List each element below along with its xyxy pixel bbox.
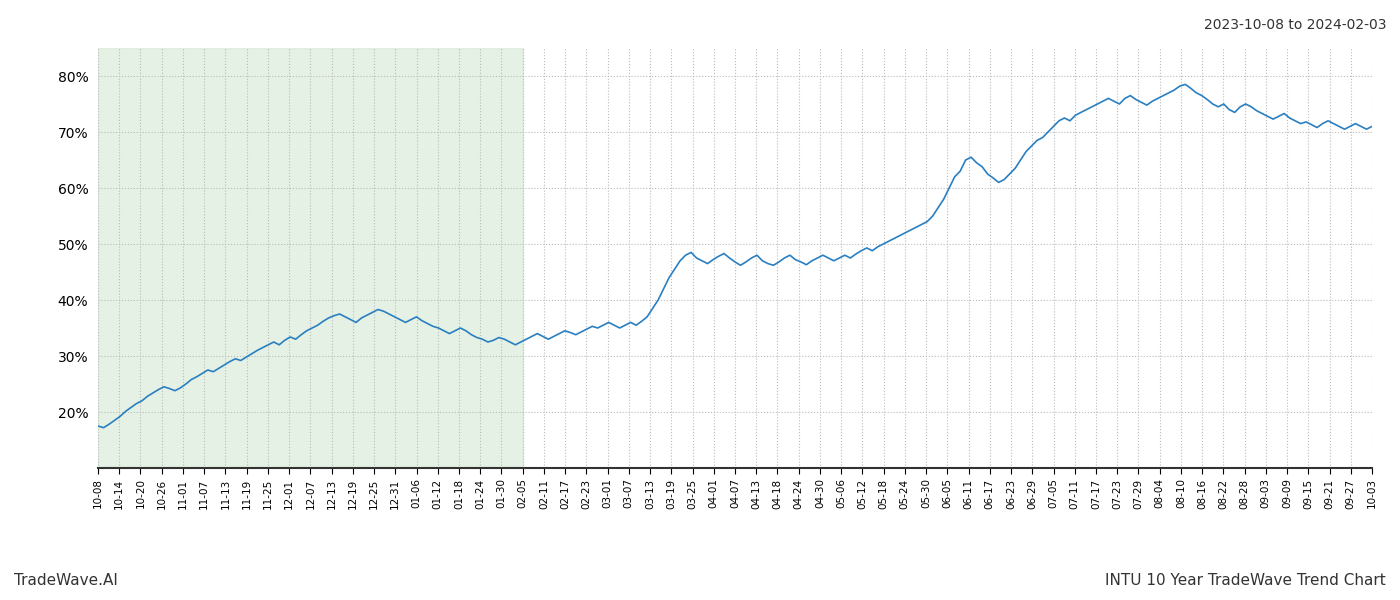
Text: TradeWave.AI: TradeWave.AI [14,573,118,588]
Text: 2023-10-08 to 2024-02-03: 2023-10-08 to 2024-02-03 [1204,18,1386,32]
Text: INTU 10 Year TradeWave Trend Chart: INTU 10 Year TradeWave Trend Chart [1105,573,1386,588]
Bar [98,48,522,468]
